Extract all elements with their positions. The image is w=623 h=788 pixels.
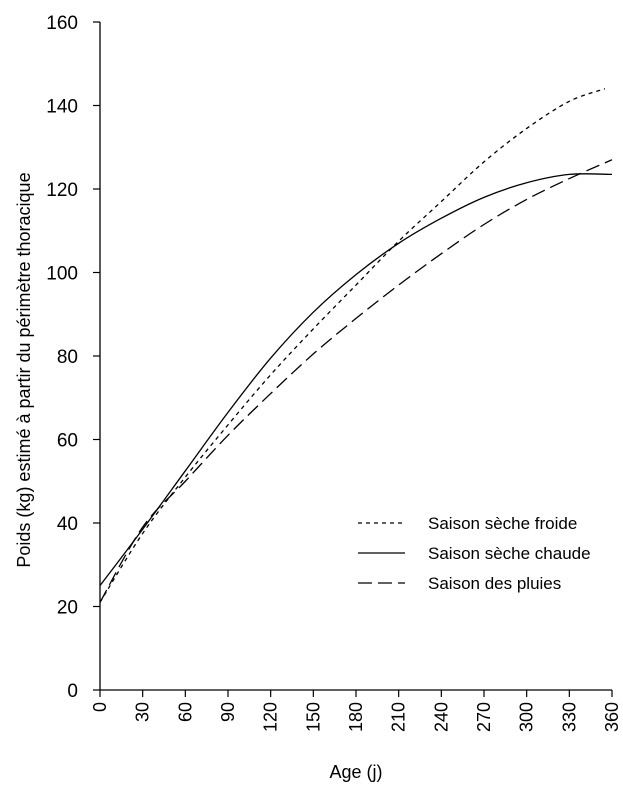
y-tick-label-140: 140 [46, 97, 78, 118]
y-tick-label-20: 20 [57, 598, 78, 619]
y-tick-label-160: 160 [46, 13, 78, 34]
series-line-2 [99, 173, 613, 587]
y-tick-label-40: 40 [57, 514, 78, 535]
legend-label-2: Saison sèche chaude [428, 544, 591, 563]
y-axis-title: Poids (kg) estimé à partir du périmètre … [14, 172, 34, 567]
legend-label-3: Saison des pluies [428, 574, 561, 593]
y-tick-label-80: 80 [57, 347, 78, 368]
x-tick-label-60: 60 [175, 702, 195, 722]
x-tick-label-30: 30 [133, 702, 153, 722]
legend: Saison sèche froide Saison sèche chaude Sa… [358, 514, 591, 593]
x-tick-label-270: 270 [474, 702, 494, 732]
x-tick-label-360: 360 [602, 702, 622, 732]
y-tick-label-60: 60 [57, 431, 78, 452]
x-tick-label-330: 330 [559, 702, 579, 732]
x-tick-label-210: 210 [389, 702, 409, 732]
series-line-1 [99, 88, 606, 603]
tick-marks: 0 20 40 60 80 100 120 140 160 0 30 60 90 120 150 180 210… [46, 13, 622, 732]
x-tick-label-150: 150 [303, 702, 323, 732]
x-tick-label-180: 180 [346, 702, 366, 732]
x-tick-label-90: 90 [218, 702, 238, 722]
x-tick-label-120: 120 [261, 702, 281, 732]
x-tick-label-0: 0 [90, 702, 110, 712]
x-axis-title: Age (j) [329, 762, 382, 782]
series-line-3 [99, 159, 613, 603]
y-tick-label-0: 0 [67, 681, 78, 702]
x-tick-label-300: 300 [517, 702, 537, 732]
y-tick-label-120: 120 [46, 180, 78, 201]
y-tick-label-100: 100 [46, 264, 78, 285]
x-tick-label-240: 240 [431, 702, 451, 732]
series-lines [99, 88, 613, 603]
legend-label-1: Saison sèche froide [428, 514, 577, 533]
